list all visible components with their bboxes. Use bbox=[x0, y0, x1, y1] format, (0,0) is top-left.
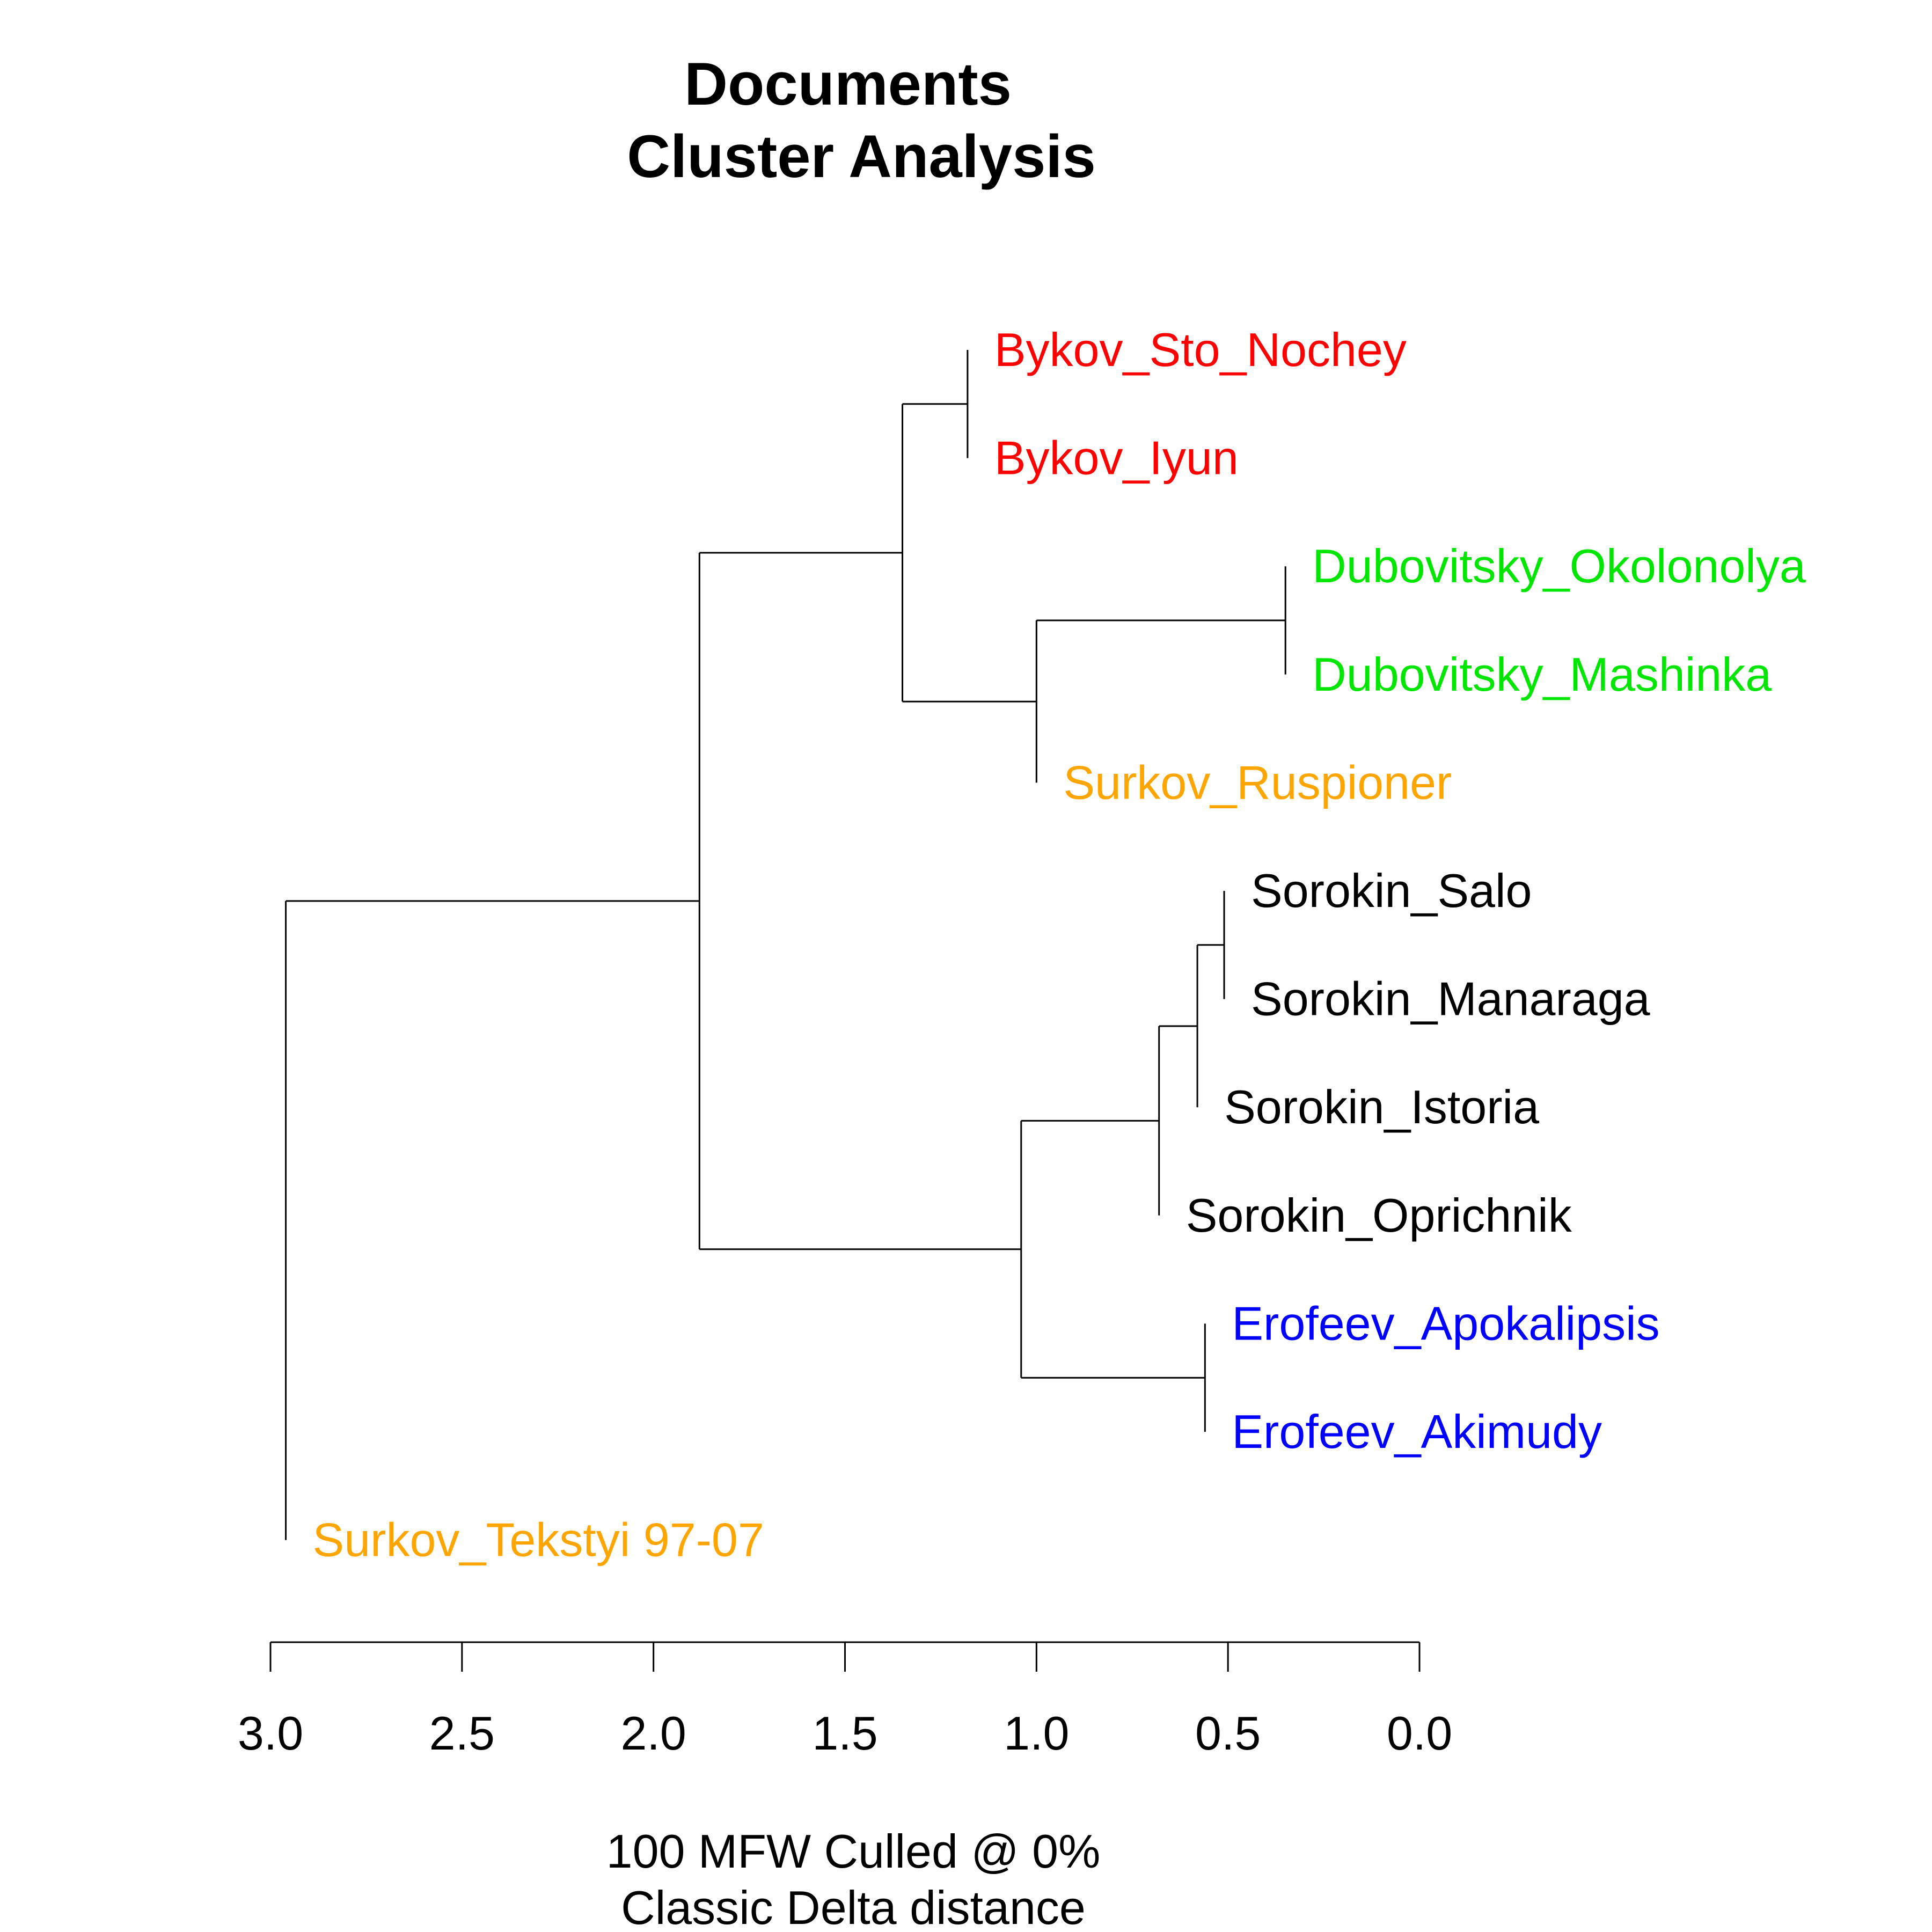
leaf-label-1: Bykov_Iyun bbox=[994, 431, 1239, 485]
leaf-label-10: Erofeev_Akimudy bbox=[1232, 1405, 1602, 1458]
leaf-label-3: Dubovitsky_Mashinka bbox=[1312, 648, 1772, 701]
x-tick-label-3: 1.5 bbox=[812, 1707, 877, 1760]
x-tick-label-4: 1.0 bbox=[1004, 1707, 1069, 1760]
x-tick-label-0: 3.0 bbox=[238, 1707, 303, 1760]
leaf-labels: Bykov_Sto_Nochey Bykov_Iyun Dubovitsky_Oko… bbox=[313, 323, 1806, 1567]
x-tick-label-5: 0.5 bbox=[1195, 1707, 1261, 1760]
leaf-label-9: Erofeev_Apokalipsis bbox=[1232, 1297, 1659, 1350]
title-line-2: Cluster Analysis bbox=[627, 123, 1096, 190]
x-axis: 3.0 2.5 2.0 1.5 1.0 0.5 0.0 bbox=[238, 1641, 1452, 1760]
leaf-label-7: Sorokin_Istoria bbox=[1224, 1080, 1539, 1133]
x-tick-label-2: 2.0 bbox=[620, 1707, 686, 1760]
dendrogram-branches bbox=[285, 350, 1286, 1540]
leaf-label-5: Sorokin_Salo bbox=[1251, 864, 1532, 917]
leaf-label-8: Sorokin_Oprichnik bbox=[1186, 1189, 1572, 1242]
chart-title: Documents Cluster Analysis bbox=[627, 50, 1096, 190]
x-axis-label: 100 MFW Culled @ 0% Classic Delta distan… bbox=[606, 1825, 1101, 1932]
leaf-label-11: Surkov_Tekstyi 97-07 bbox=[313, 1513, 764, 1567]
x-tick-label-6: 0.0 bbox=[1387, 1707, 1452, 1760]
leaf-label-4: Surkov_Ruspioner bbox=[1063, 756, 1452, 809]
xlabel-line-2: Classic Delta distance bbox=[621, 1881, 1086, 1932]
x-tick-label-1: 2.5 bbox=[429, 1707, 495, 1760]
leaf-label-2: Dubovitsky_Okolonolya bbox=[1312, 539, 1806, 592]
title-line-1: Documents bbox=[684, 50, 1012, 118]
xlabel-line-1: 100 MFW Culled @ 0% bbox=[606, 1825, 1101, 1878]
leaf-label-0: Bykov_Sto_Nochey bbox=[994, 323, 1407, 376]
leaf-label-6: Sorokin_Manaraga bbox=[1251, 972, 1650, 1026]
